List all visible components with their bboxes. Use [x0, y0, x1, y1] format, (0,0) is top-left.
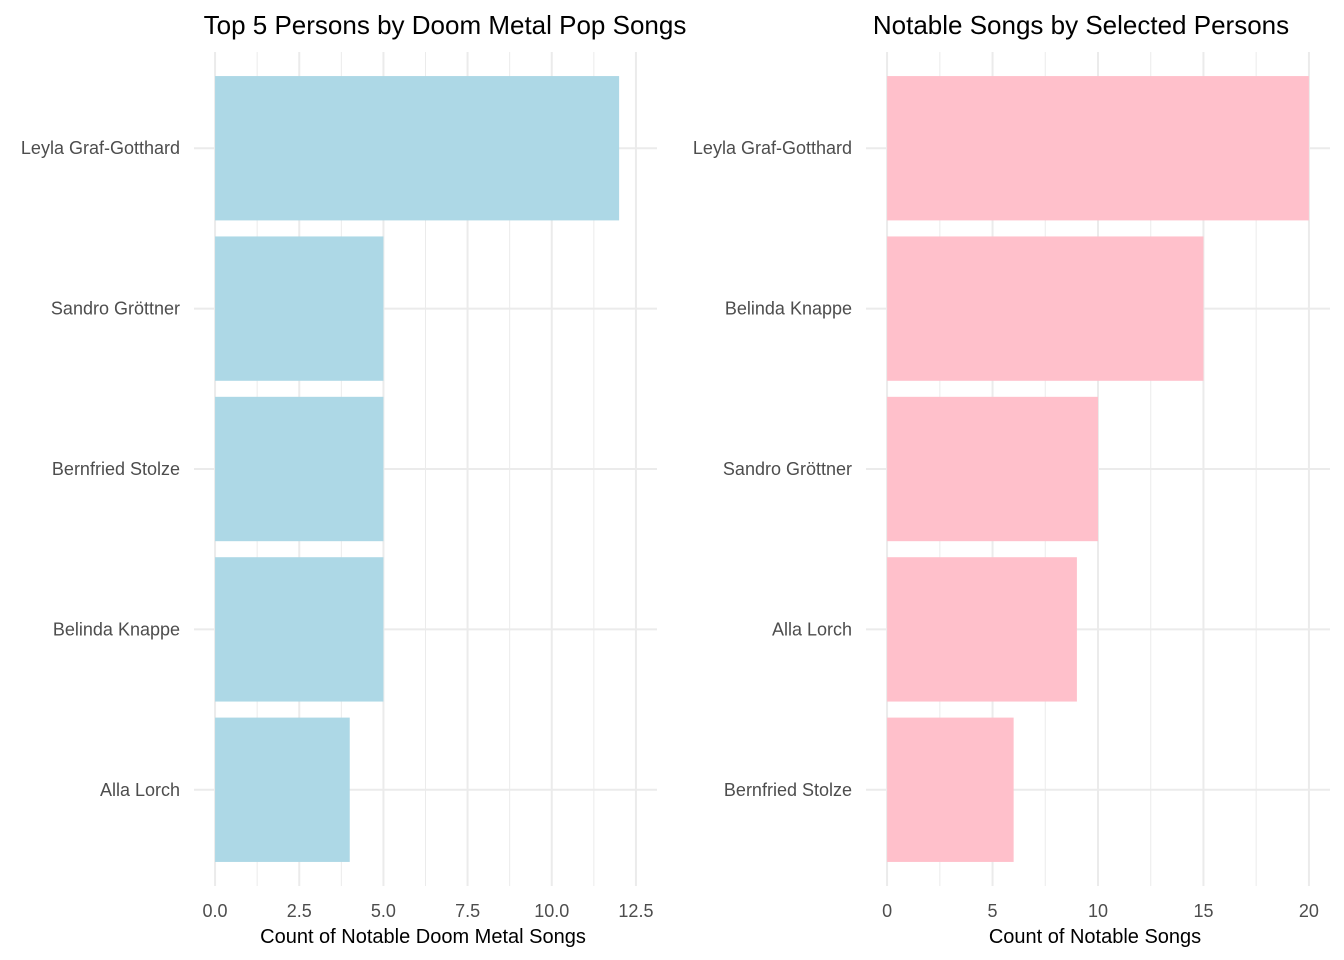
x-tick-label: 0.0	[203, 901, 228, 921]
bar	[215, 396, 384, 542]
x-axis-label: Count of Notable Doom Metal Songs	[260, 926, 586, 948]
category-label: Sandro Gröttner	[51, 299, 180, 319]
panel-doom-metal-pop: Leyla Graf-Gotthard Sandro Gröttner Bernfr…	[21, 10, 686, 948]
category-label: Leyla Graf-Gotthard	[693, 138, 852, 158]
x-tick-label: 7.5	[455, 901, 480, 921]
category-label: Alla Lorch	[100, 780, 180, 800]
x-tick-label: 0	[882, 901, 892, 921]
x-tick-label: 2.5	[287, 901, 312, 921]
bar	[887, 236, 1204, 381]
bar	[887, 396, 1098, 542]
category-label: Belinda Knappe	[53, 619, 180, 639]
category-label: Bernfried Stolze	[52, 459, 180, 479]
x-tick-label: 20	[1299, 901, 1319, 921]
bar	[887, 557, 1077, 702]
x-tick-label: 5	[988, 901, 998, 921]
bar	[215, 236, 384, 381]
x-tick-label: 12.5	[618, 901, 653, 921]
category-label: Belinda Knappe	[725, 299, 852, 319]
panel-notable-songs: Leyla Graf-Gotthard Belinda Knappe Sandro …	[693, 10, 1330, 948]
x-axis-label: Count of Notable Songs	[989, 926, 1201, 948]
x-tick-label: 10	[1088, 901, 1108, 921]
category-label: Bernfried Stolze	[724, 780, 852, 800]
category-label: Sandro Gröttner	[723, 459, 852, 479]
bar	[887, 76, 1309, 221]
category-label: Alla Lorch	[772, 619, 852, 639]
x-tick-label: 15	[1193, 901, 1213, 921]
bar	[887, 717, 1014, 862]
bar	[215, 76, 620, 221]
bar	[215, 557, 384, 702]
chart-title: Notable Songs by Selected Persons	[873, 10, 1289, 40]
x-tick-label: 5.0	[371, 901, 396, 921]
x-tick-label: 10.0	[534, 901, 569, 921]
category-label: Leyla Graf-Gotthard	[21, 138, 180, 158]
bar	[215, 717, 350, 862]
chart-title: Top 5 Persons by Doom Metal Pop Songs	[204, 10, 687, 40]
